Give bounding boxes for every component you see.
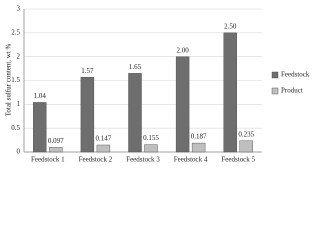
legend-label: Feedstock [281,71,310,79]
y-tick-label: 3 [17,5,21,13]
bar [80,76,95,153]
legend-swatch [271,87,279,95]
chart: Total sulfur content, wt % 0 0.5 1 1.5 2 2.5 3… [5,5,310,164]
bar [96,144,111,153]
value-label: 1.04 [34,92,47,100]
bar [223,32,237,153]
y-tick-label: 0 [17,148,21,156]
x-tick-label: Feedstock 2 [79,156,113,164]
y-tick-label: 0.5 [11,124,20,132]
bar [49,147,63,153]
x-tick-label: Feedstock 3 [126,156,160,164]
value-label: 0.155 [143,134,159,142]
value-label: 2.50 [224,22,237,30]
y-axis-label: Total sulfur content, wt % [5,43,13,116]
y-tick-label: 1.5 [11,76,20,84]
bar [144,144,158,153]
y-tick-label: 2 [17,52,21,60]
value-label: 1.65 [129,63,142,71]
legend-swatch [271,71,279,79]
bar [175,56,190,153]
value-label: 0.187 [191,133,207,141]
value-label: 2.00 [176,46,189,54]
bar [191,142,206,153]
y-tick-label: 2.5 [11,28,20,36]
y-tick-label: 1 [17,100,21,108]
legend-label: Product [281,87,303,95]
value-label: 1.57 [81,67,94,75]
value-label: 0.147 [96,135,112,143]
value-label: 0.235 [238,130,254,138]
bar [239,140,253,153]
value-label: 0.097 [48,137,64,145]
bar [128,73,142,153]
bar [33,102,47,153]
x-tick-label: Feedstock 4 [174,156,208,164]
x-tick-label: Feedstock 5 [221,156,255,164]
x-tick-label: Feedstock 1 [31,156,65,164]
